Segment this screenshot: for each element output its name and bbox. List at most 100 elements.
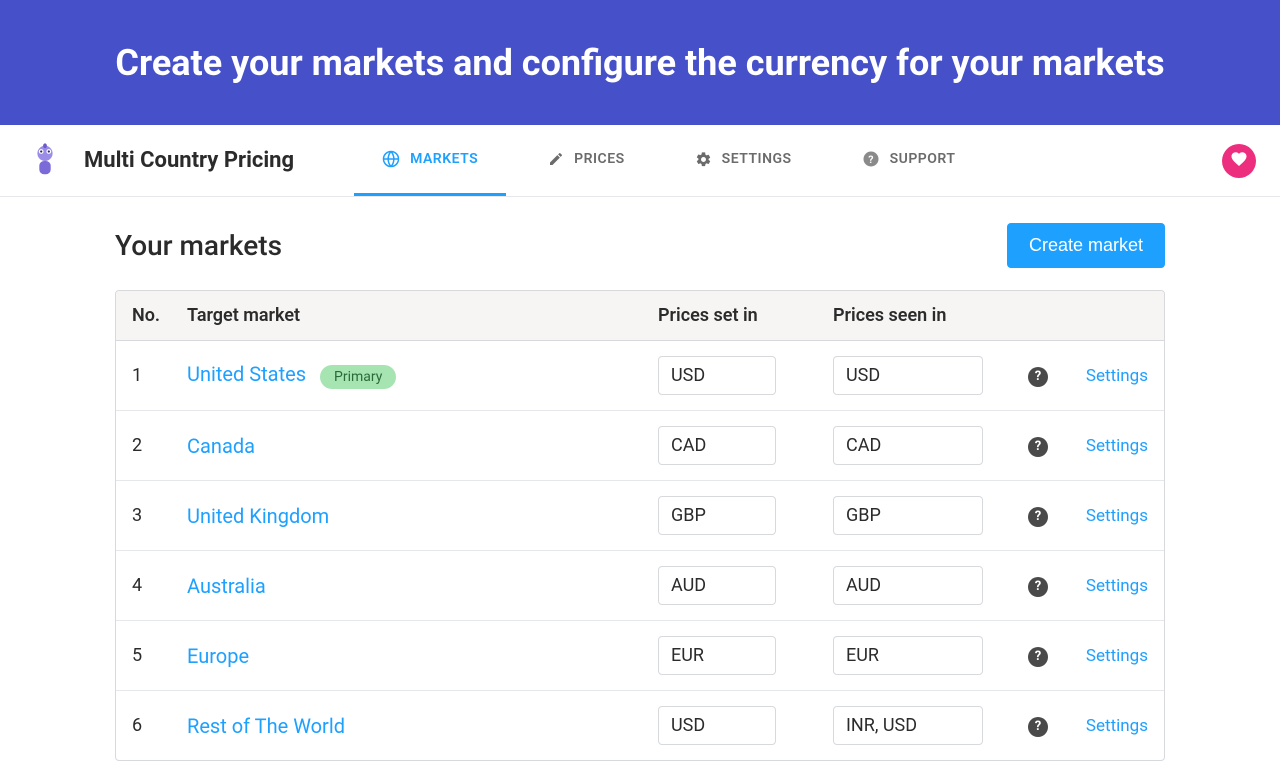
market-link[interactable]: Europe [187, 644, 249, 668]
page-title: Your markets [115, 229, 282, 262]
table-row: 5Europe EUR EUR? Settings [116, 621, 1164, 691]
row-set-in-cell: USD [658, 356, 833, 395]
svg-text:?: ? [868, 153, 874, 166]
row-seen-in-cell: CAD [833, 426, 1028, 465]
row-help-cell: ? [1028, 714, 1068, 737]
row-set-in-cell: CAD [658, 426, 833, 465]
prices-set-in-select[interactable]: USD [658, 356, 776, 395]
row-help-cell: ? [1028, 644, 1068, 667]
row-number: 5 [132, 645, 187, 666]
table-row: 1United States Primary USD USD? Settings [116, 341, 1164, 411]
app-title: Multi Country Pricing [84, 148, 294, 173]
market-link[interactable]: Australia [187, 574, 266, 598]
row-actions-cell: Settings [1068, 715, 1148, 736]
prices-set-in-select[interactable]: GBP [658, 496, 776, 535]
content-header: Your markets Create market [115, 223, 1165, 268]
row-market-cell: United States Primary [187, 362, 658, 388]
banner-text: Create your markets and configure the cu… [115, 42, 1164, 84]
market-link[interactable]: United States [187, 362, 306, 386]
column-no: No. [132, 305, 187, 326]
tab-prices[interactable]: PRICES [520, 125, 653, 196]
row-set-in-cell: GBP [658, 496, 833, 535]
help-icon[interactable]: ? [1028, 437, 1048, 457]
row-number: 6 [132, 715, 187, 736]
help-icon[interactable]: ? [1028, 577, 1048, 597]
prices-seen-in-select[interactable]: CAD [833, 426, 983, 465]
row-set-in-cell: AUD [658, 566, 833, 605]
row-settings-link[interactable]: Settings [1086, 576, 1148, 596]
nav-tabs: MARKETS PRICES SETTINGS ? SUPPORT [354, 125, 983, 196]
row-number: 4 [132, 575, 187, 596]
row-seen-in-cell: INR, USD [833, 706, 1028, 745]
markets-table: No. Target market Prices set in Prices s… [115, 290, 1165, 761]
row-set-in-cell: USD [658, 706, 833, 745]
tab-settings[interactable]: SETTINGS [667, 125, 820, 196]
tab-support[interactable]: ? SUPPORT [834, 125, 984, 196]
tab-label: MARKETS [410, 151, 478, 167]
prices-seen-in-select[interactable]: EUR [833, 636, 983, 675]
column-seen-in: Prices seen in [833, 305, 1028, 326]
tab-label: PRICES [574, 151, 625, 167]
table-row: 3United Kingdom GBP GBP? Settings [116, 481, 1164, 551]
table-body: 1United States Primary USD USD? Settings 2Can… [116, 341, 1164, 760]
row-market-cell: Australia [187, 574, 658, 598]
row-actions-cell: Settings [1068, 645, 1148, 666]
row-actions-cell: Settings [1068, 435, 1148, 456]
prices-set-in-select[interactable]: USD [658, 706, 776, 745]
prices-seen-in-select[interactable]: USD [833, 356, 983, 395]
help-icon[interactable]: ? [1028, 507, 1048, 527]
prices-seen-in-select[interactable]: AUD [833, 566, 983, 605]
banner: Create your markets and configure the cu… [0, 0, 1280, 125]
row-number: 3 [132, 505, 187, 526]
heart-icon [1230, 150, 1248, 172]
row-market-cell: Europe [187, 644, 658, 668]
prices-seen-in-select[interactable]: GBP [833, 496, 983, 535]
table-row: 4Australia AUD AUD? Settings [116, 551, 1164, 621]
market-link[interactable]: United Kingdom [187, 504, 329, 528]
table-header: No. Target market Prices set in Prices s… [116, 291, 1164, 341]
row-seen-in-cell: GBP [833, 496, 1028, 535]
primary-badge: Primary [320, 365, 396, 389]
prices-set-in-select[interactable]: EUR [658, 636, 776, 675]
help-icon[interactable]: ? [1028, 367, 1048, 387]
row-seen-in-cell: AUD [833, 566, 1028, 605]
row-actions-cell: Settings [1068, 505, 1148, 526]
prices-set-in-select[interactable]: CAD [658, 426, 776, 465]
create-market-button[interactable]: Create market [1007, 223, 1165, 268]
row-seen-in-cell: EUR [833, 636, 1028, 675]
row-settings-link[interactable]: Settings [1086, 646, 1148, 666]
row-help-cell: ? [1028, 364, 1068, 387]
row-settings-link[interactable]: Settings [1086, 436, 1148, 456]
app-logo [24, 140, 66, 182]
row-market-cell: Rest of The World [187, 714, 658, 738]
row-market-cell: Canada [187, 434, 658, 458]
help-circle-icon: ? [862, 150, 880, 168]
row-number: 1 [132, 365, 187, 386]
tab-label: SUPPORT [890, 151, 956, 167]
main-content: Your markets Create market No. Target ma… [0, 197, 1280, 761]
column-market: Target market [187, 305, 658, 326]
row-number: 2 [132, 435, 187, 456]
help-icon[interactable]: ? [1028, 647, 1048, 667]
pencil-icon [548, 151, 564, 167]
row-settings-link[interactable]: Settings [1086, 366, 1148, 386]
row-settings-link[interactable]: Settings [1086, 506, 1148, 526]
row-settings-link[interactable]: Settings [1086, 716, 1148, 736]
row-help-cell: ? [1028, 434, 1068, 457]
row-help-cell: ? [1028, 574, 1068, 597]
favorite-button[interactable] [1222, 144, 1256, 178]
row-actions-cell: Settings [1068, 575, 1148, 596]
column-set-in: Prices set in [658, 305, 833, 326]
globe-icon [382, 150, 400, 168]
tab-label: SETTINGS [722, 151, 792, 167]
tab-markets[interactable]: MARKETS [354, 125, 506, 196]
market-link[interactable]: Rest of The World [187, 714, 345, 738]
prices-seen-in-select[interactable]: INR, USD [833, 706, 983, 745]
top-nav: Multi Country Pricing MARKETS PRICES SET… [0, 125, 1280, 197]
row-help-cell: ? [1028, 504, 1068, 527]
table-row: 6Rest of The World USD INR, USD? Settings [116, 691, 1164, 760]
market-link[interactable]: Canada [187, 434, 255, 458]
row-set-in-cell: EUR [658, 636, 833, 675]
row-market-cell: United Kingdom [187, 504, 658, 528]
prices-set-in-select[interactable]: AUD [658, 566, 776, 605]
